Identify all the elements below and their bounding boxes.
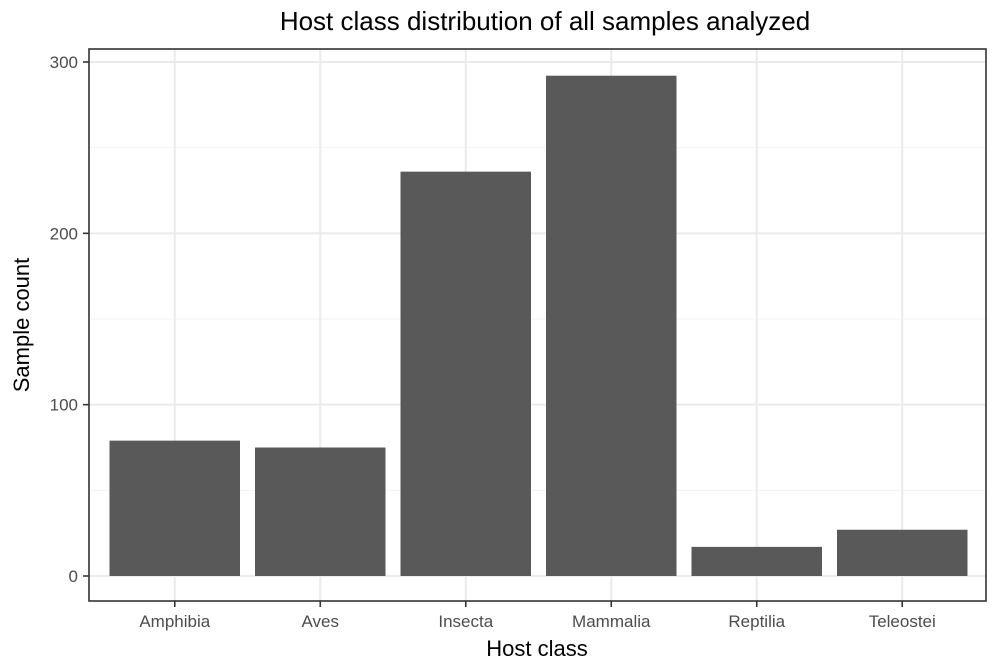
bar-insecta <box>400 171 531 577</box>
x-axis-title: Host class <box>486 636 587 661</box>
bar-reptilia <box>691 546 822 576</box>
y-tick-label: 0 <box>69 567 78 586</box>
axes: 0 100 200 300 Amphibia Aves Insecta Mammalia Rep… <box>50 53 936 631</box>
bars <box>109 75 968 577</box>
y-tick-label: 200 <box>50 224 78 243</box>
chart-title: Host class distribution of all samples a… <box>280 6 810 36</box>
bar-mammalia <box>546 75 677 576</box>
plot-panel-border <box>88 48 987 602</box>
x-tick-label-insecta: Insecta <box>438 612 493 631</box>
bar-teleostei <box>837 529 968 576</box>
y-tick-label: 100 <box>50 396 78 415</box>
bar-aves <box>255 447 386 576</box>
x-tick-label-mammalia: Mammalia <box>572 612 651 631</box>
x-tick-label-aves: Aves <box>302 612 340 631</box>
bar-amphibia <box>109 440 240 576</box>
y-axis-title: Sample count <box>9 258 34 393</box>
x-tick-label-reptilia: Reptilia <box>728 612 785 631</box>
x-tick-label-amphibia: Amphibia <box>139 612 210 631</box>
x-tick-label-teleostei: Teleostei <box>869 612 936 631</box>
y-tick-label: 300 <box>50 53 78 72</box>
